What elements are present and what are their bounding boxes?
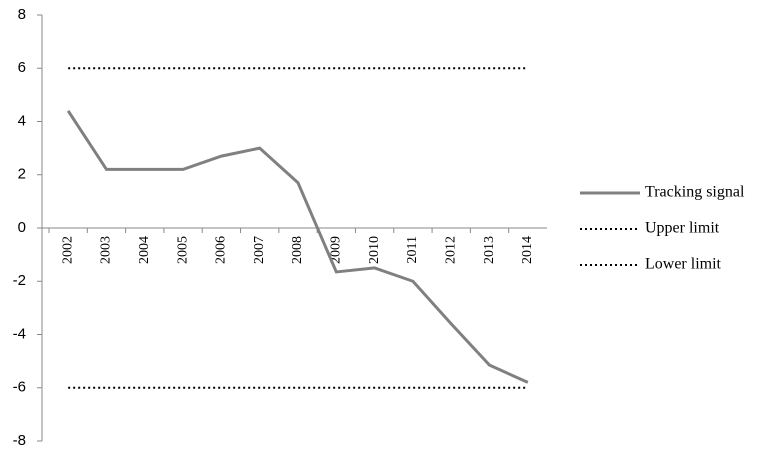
x-tick-label: 2013 [482,236,497,264]
x-tick-label: 2011 [405,236,420,263]
legend-label: Upper limit [645,220,720,237]
x-tick-label: 2010 [367,236,382,264]
y-tick-label: -4 [13,325,26,342]
x-tick-label: 2008 [290,236,305,264]
legend-label: Tracking signal [645,184,745,201]
series-line [66,110,529,384]
x-tick-label: 2009 [329,236,344,264]
y-tick-label: 8 [18,6,26,23]
x-tick-label: 2003 [99,236,114,264]
y-tick-label: 6 [18,59,26,76]
y-tick-label: 0 [18,219,26,236]
y-tick-label: 4 [18,112,26,129]
x-tick-label: 2014 [520,236,535,264]
x-tick-label: 2012 [443,236,458,264]
x-tick-label: 2002 [60,236,75,264]
y-tick-label: 2 [18,166,26,183]
y-tick-label: -8 [13,432,26,449]
x-tick-label: 2006 [214,236,229,264]
x-tick-label: 2007 [252,236,267,264]
legend-label: Lower limit [645,256,722,273]
x-tick-label: 2005 [175,236,190,264]
x-tick-label: 2004 [137,236,152,264]
y-tick-label: -2 [13,272,26,289]
y-tick-label: -6 [13,379,26,396]
